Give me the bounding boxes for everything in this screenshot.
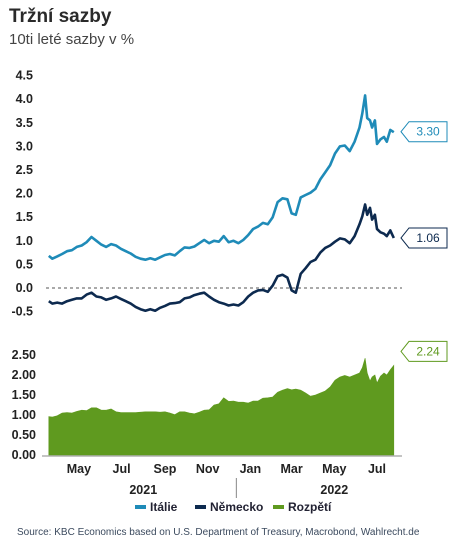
callout-italie-box xyxy=(400,121,448,143)
y-tick-label: 3.0 xyxy=(16,139,33,153)
legend: Itálie Německo Rozpětí xyxy=(135,500,332,514)
y-tick-label: 4.0 xyxy=(16,92,33,106)
y-tick-label: 2.0 xyxy=(16,187,33,201)
callout-rozpeti-label: 2.24 xyxy=(416,344,440,358)
legend-label: Německo xyxy=(210,500,263,514)
x-tick-label: May xyxy=(67,462,91,476)
x-axis: May Jul Sep Nov Jan Mar May Jul 2021 2022 xyxy=(42,455,402,498)
series-area-rozpeti xyxy=(48,358,395,456)
y-tick-label: 2.5 xyxy=(16,163,33,177)
callout-nemecko-label: 1.06 xyxy=(416,231,440,245)
callout-italie-label: 3.30 xyxy=(416,125,440,139)
y-tick-label: 1.0 xyxy=(16,234,33,248)
chart-canvas: 4.54.03.53.02.52.01.51.00.50.0-0.5 2.502… xyxy=(11,69,448,514)
x-tick-label: May xyxy=(322,462,346,476)
y-tick-label: 0.0 xyxy=(16,281,33,295)
y-tick-label: 2.50 xyxy=(12,348,36,362)
callout-rozpeti-box xyxy=(400,340,448,362)
y-tick-label: 1.50 xyxy=(12,388,36,402)
yield-lines-layer xyxy=(47,94,395,313)
y-tick-label: 0.00 xyxy=(12,448,36,462)
legend-label: Rozpětí xyxy=(288,500,332,514)
y-axis-bottom: 2.50 2.00 1.50 1.00 0.50 0.00 xyxy=(12,348,36,462)
x-tick-label: Sep xyxy=(153,462,176,476)
y-tick-label: 3.5 xyxy=(16,116,33,130)
y-tick-label: 4.5 xyxy=(16,69,33,83)
x-tick-label: Jan xyxy=(240,462,262,476)
legend-label: Itálie xyxy=(150,500,178,514)
chart-title: Tržní sazby xyxy=(9,6,112,27)
y-tick-label: -0.5 xyxy=(11,305,33,319)
x-tick-label: Jul xyxy=(113,462,131,476)
source-note: Source: KBC Economics based on U.S. Depa… xyxy=(17,527,420,538)
x-tick-label: Nov xyxy=(196,462,220,476)
spread-area-layer xyxy=(48,358,395,456)
legend-swatch xyxy=(135,505,146,509)
x-year-label: 2021 xyxy=(129,483,157,497)
y-tick-label: 0.5 xyxy=(16,257,33,271)
y-tick-label: 2.00 xyxy=(12,368,36,382)
x-tick-label: Jul xyxy=(368,462,386,476)
y-axis-top: 4.5 4.0 3.5 3.0 2.5 2.0 1.5 1.0 0.5 0.0 -0.5 xyxy=(11,69,33,319)
value-callouts: 3.30 1.06 2.24 xyxy=(400,121,448,362)
x-year-label: 2022 xyxy=(320,483,348,497)
chart-subtitle: 10ti leté sazby v % xyxy=(9,31,135,48)
y-tick-label: 1.00 xyxy=(12,408,36,422)
series-line-nemecko xyxy=(48,203,395,313)
x-tick-label: Mar xyxy=(281,462,303,476)
legend-swatch xyxy=(273,505,284,509)
legend-swatch xyxy=(195,505,206,509)
callout-nemecko-box xyxy=(400,227,448,249)
series-line-italie xyxy=(47,94,395,262)
y-tick-label: 0.50 xyxy=(12,428,36,442)
y-tick-label: 1.5 xyxy=(16,210,33,224)
